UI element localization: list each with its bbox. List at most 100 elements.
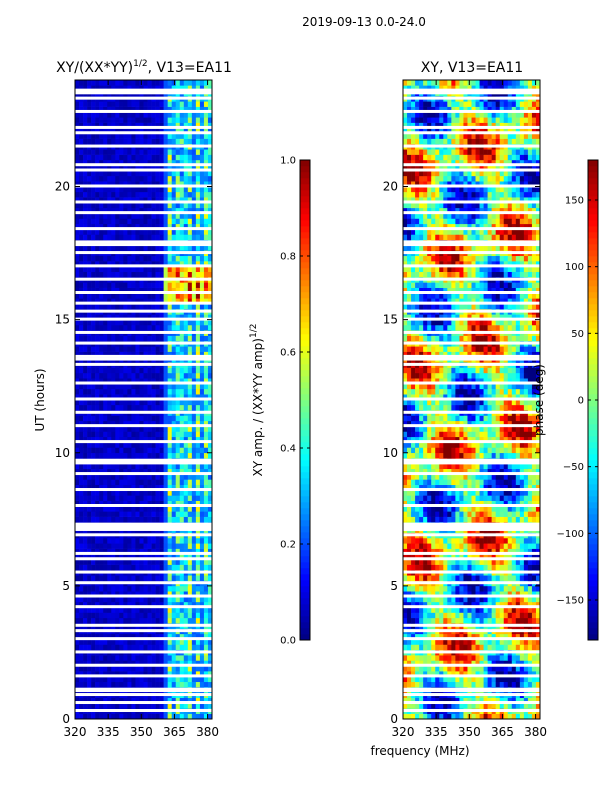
heatmap-cell xyxy=(131,149,136,155)
heatmap-cell xyxy=(179,490,185,496)
heatmap-cell xyxy=(143,175,148,182)
heatmap-cell xyxy=(103,415,108,422)
heatmap-cell xyxy=(79,415,84,422)
heatmap-cell xyxy=(175,474,181,480)
heatmap-cell xyxy=(171,266,177,273)
heatmap-cell xyxy=(95,543,100,549)
heatmap-cell xyxy=(91,197,96,203)
heatmap-cell xyxy=(151,665,156,672)
heatmap-cell xyxy=(175,133,181,139)
heatmap-cell xyxy=(95,159,100,166)
heatmap-cell xyxy=(119,703,124,709)
heatmap-cell xyxy=(127,170,132,177)
heatmap-cell xyxy=(191,703,197,709)
heatmap-cell xyxy=(119,399,124,406)
heatmap-cell xyxy=(83,447,88,454)
heatmap-cell xyxy=(95,80,100,86)
heatmap-cell xyxy=(171,426,177,432)
heatmap-cell xyxy=(95,85,100,91)
heatmap-cell xyxy=(187,127,193,134)
heatmap-cell xyxy=(151,346,156,352)
heatmap-cell xyxy=(131,133,136,139)
heatmap-cell xyxy=(167,511,173,517)
heatmap-cell xyxy=(79,596,84,603)
heatmap-cell xyxy=(139,617,144,624)
heatmap-cell xyxy=(107,314,112,320)
heatmap-cell xyxy=(171,436,177,443)
heatmap-cell xyxy=(207,463,213,470)
heatmap-cell xyxy=(103,601,108,608)
heatmap-cell xyxy=(119,516,124,523)
heatmap-cell xyxy=(175,154,181,161)
heatmap-cell xyxy=(495,655,501,661)
heatmap-cell xyxy=(195,319,201,326)
heatmap-cell xyxy=(171,106,177,113)
heatmap-cell xyxy=(195,585,201,592)
heatmap-cell xyxy=(75,564,80,571)
heatmap-cell xyxy=(115,479,120,486)
colorbar-tick-label: 0.2 xyxy=(280,540,296,551)
heatmap-cell xyxy=(143,170,148,177)
heatmap-cell xyxy=(423,676,428,683)
heatmap-cell xyxy=(191,85,197,91)
heatmap-cell xyxy=(139,314,144,320)
heatmap-cell xyxy=(179,436,185,443)
heatmap-cell xyxy=(159,383,164,390)
heatmap-cell xyxy=(135,111,140,118)
heatmap-cell xyxy=(195,506,201,512)
heatmap-cell xyxy=(475,713,480,720)
heatmap-cell xyxy=(127,197,132,203)
heatmap-cell xyxy=(167,633,173,640)
heatmap-cell xyxy=(495,612,501,619)
heatmap-cell xyxy=(119,186,124,193)
heatmap-cell xyxy=(151,80,156,86)
heatmap-cell xyxy=(123,553,128,560)
heatmap-cell xyxy=(95,293,100,299)
heatmap-cell xyxy=(103,197,108,203)
heatmap-cell xyxy=(507,639,513,645)
heatmap-cell xyxy=(199,388,205,395)
heatmap-cell xyxy=(171,617,177,624)
heatmap-cell xyxy=(171,298,177,304)
heatmap-cell xyxy=(207,293,213,299)
heatmap-cell xyxy=(207,202,213,209)
heatmap-cell xyxy=(191,506,197,512)
heatmap-cell xyxy=(511,617,517,624)
heatmap-cell xyxy=(171,420,177,427)
heatmap-cell xyxy=(95,207,100,214)
heatmap-cell xyxy=(83,351,88,358)
heatmap-cell xyxy=(135,484,140,491)
heatmap-cell xyxy=(75,159,80,166)
heatmap-cell xyxy=(123,207,128,214)
heatmap-cell xyxy=(107,601,112,608)
heatmap-cell xyxy=(127,186,132,193)
heatmap-cell xyxy=(95,133,100,139)
heatmap-cell xyxy=(167,293,173,299)
heatmap-cell xyxy=(159,197,164,203)
heatmap-cell xyxy=(447,697,452,704)
heatmap-cell xyxy=(171,218,177,225)
heatmap-cell xyxy=(103,463,108,470)
heatmap-cell xyxy=(175,671,181,677)
heatmap-cell xyxy=(151,293,156,299)
heatmap-cell xyxy=(159,447,164,454)
heatmap-cell xyxy=(171,234,177,241)
heatmap-cell xyxy=(191,271,197,278)
heatmap-cell xyxy=(87,218,92,225)
heatmap-cell xyxy=(75,452,80,459)
heatmap-cell xyxy=(131,85,136,91)
heatmap-cell xyxy=(491,612,496,619)
heatmap-cell xyxy=(191,298,197,304)
heatmap-cell xyxy=(95,170,100,177)
heatmap-cell xyxy=(95,585,100,592)
heatmap-cell xyxy=(203,303,209,310)
heatmap-cell xyxy=(443,607,448,613)
heatmap-cell xyxy=(151,101,156,107)
heatmap-cell xyxy=(95,596,100,603)
heatmap-cell xyxy=(91,111,96,118)
axes-frame xyxy=(74,79,213,720)
heatmap-cell xyxy=(151,585,156,592)
heatmap-cell xyxy=(179,591,185,597)
heatmap-cell xyxy=(151,154,156,161)
heatmap-cell xyxy=(179,106,185,113)
